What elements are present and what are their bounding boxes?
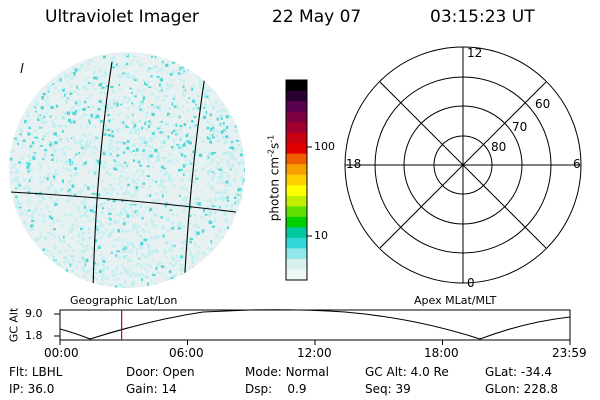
info-ip: IP: 36.0 <box>9 382 55 396</box>
mlt-label-6: 6 <box>573 157 581 171</box>
polar-plot <box>344 46 582 284</box>
colorbar-swatch <box>286 269 307 281</box>
uvi-image-disk <box>9 52 245 288</box>
colorbar-swatch <box>286 101 307 113</box>
colorbar-label-10: 10 <box>314 229 328 242</box>
colorbar-axis-label: photon cm-2s-1 <box>266 134 282 222</box>
apex-grid-label: Apex MLat/MLT <box>414 294 497 307</box>
time-axis-ticks <box>59 340 571 345</box>
time-tick-0000: 00:00 <box>44 346 79 360</box>
colorbar-swatch <box>286 216 307 228</box>
colorbar-swatch <box>286 258 307 270</box>
colorbar-swatch <box>286 206 307 218</box>
colorbar-swatch <box>286 132 307 144</box>
mlat-label-70: 70 <box>512 120 528 134</box>
altitude-tick-bottom: 1.8 <box>25 329 43 342</box>
colorbar-swatch <box>286 90 307 102</box>
colorbar-swatch <box>286 80 307 92</box>
colorbar-swatch <box>286 195 307 207</box>
info-glat: GLat: -34.4 <box>485 365 552 379</box>
colorbar-swatch <box>286 153 307 165</box>
geographic-grid <box>9 61 237 288</box>
altitude-tick-top: 9.0 <box>25 307 43 320</box>
info-seq: Seq: 39 <box>365 382 411 396</box>
info-dsp: Dsp: 0.9 <box>245 382 307 396</box>
mlat-label-60: 60 <box>535 97 551 111</box>
info-door: Door: Open <box>126 365 195 379</box>
altitude-curve <box>59 309 571 340</box>
aurora-speckle-layer <box>9 54 245 288</box>
time-tick-1800: 18:00 <box>424 346 459 360</box>
colorbar-swatch <box>286 122 307 134</box>
instrument-title: Ultraviolet Imager <box>45 7 199 27</box>
mlt-label-12: 12 <box>467 46 483 60</box>
info-mode: Mode: Normal <box>245 365 329 379</box>
colorbar-swatch <box>286 174 307 186</box>
mlat-label-80: 80 <box>491 140 507 154</box>
colorbar-swatch <box>286 227 307 239</box>
mlt-label-18: 18 <box>346 157 362 171</box>
colorbar-swatch <box>286 185 307 197</box>
colorbar-label-100: 100 <box>314 140 335 153</box>
colorbar-swatch <box>286 143 307 155</box>
time-tick-0600: 06:00 <box>169 346 204 360</box>
altitude-strip <box>54 309 571 345</box>
colorbar-swatch <box>286 248 307 260</box>
geographic-grid-label: Geographic Lat/Lon <box>70 294 178 307</box>
colorbar-swatch <box>286 164 307 176</box>
info-glon: GLon: 228.8 <box>485 382 558 396</box>
info-gc-alt: GC Alt: 4.0 Re <box>365 365 449 379</box>
info-flt: Flt: LBHL <box>9 365 63 379</box>
time-tick-2359: 23:59 <box>552 346 587 360</box>
date-label: 22 May 07 <box>272 7 362 27</box>
altitude-axis-label: GC Alt <box>7 307 21 343</box>
colorbar <box>285 79 312 281</box>
time-label: 03:15:23 UT <box>430 7 535 27</box>
colorbar-swatch <box>286 111 307 123</box>
info-gain: Gain: 14 <box>126 382 177 396</box>
mlt-label-0: 0 <box>467 276 475 290</box>
colorbar-swatch <box>286 237 307 249</box>
time-tick-1200: 12:00 <box>297 346 332 360</box>
filter-mark: l <box>20 62 24 77</box>
